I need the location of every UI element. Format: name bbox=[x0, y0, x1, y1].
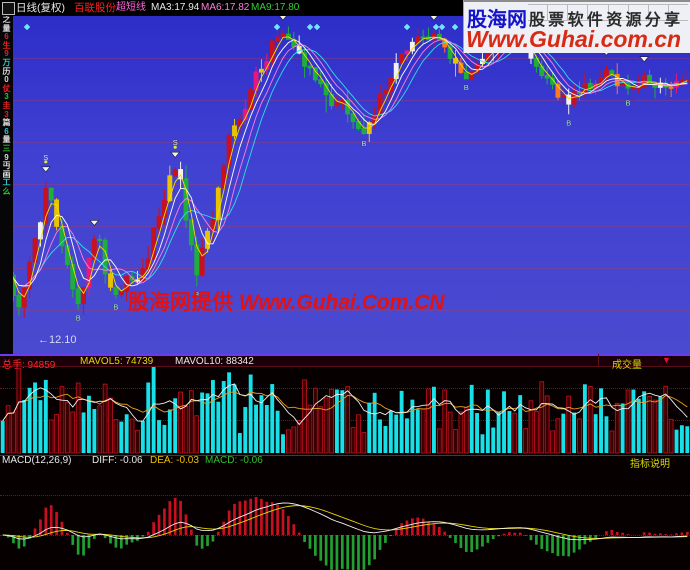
svg-text:B: B bbox=[113, 303, 118, 312]
svg-text:B: B bbox=[361, 139, 366, 148]
svg-text:B: B bbox=[464, 83, 469, 92]
svg-text:B: B bbox=[566, 118, 571, 127]
svg-text:B: B bbox=[625, 99, 630, 108]
svg-text:S: S bbox=[43, 153, 48, 162]
svg-text:B: B bbox=[76, 314, 81, 323]
svg-text:S: S bbox=[173, 138, 178, 147]
